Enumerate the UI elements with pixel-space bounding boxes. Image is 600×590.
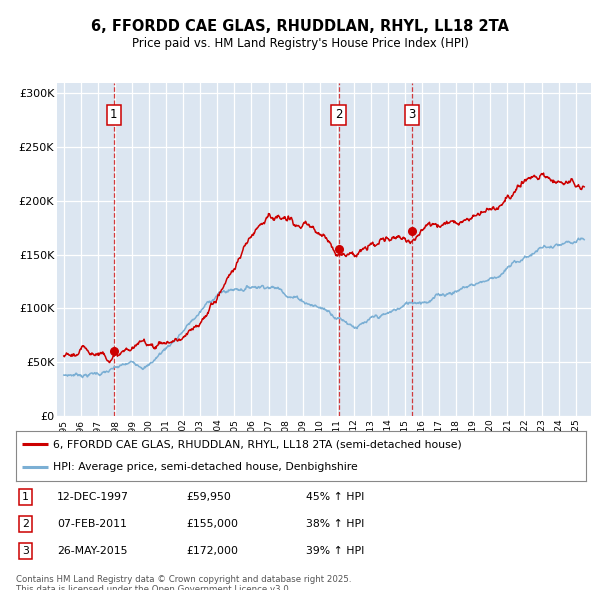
Text: 07-FEB-2011: 07-FEB-2011	[57, 519, 127, 529]
Text: Contains HM Land Registry data © Crown copyright and database right 2025.
This d: Contains HM Land Registry data © Crown c…	[16, 575, 352, 590]
Text: 6, FFORDD CAE GLAS, RHUDDLAN, RHYL, LL18 2TA (semi-detached house): 6, FFORDD CAE GLAS, RHUDDLAN, RHYL, LL18…	[53, 439, 462, 449]
Text: 3: 3	[22, 546, 29, 556]
Text: 1: 1	[22, 492, 29, 502]
Text: 2: 2	[22, 519, 29, 529]
Text: 39% ↑ HPI: 39% ↑ HPI	[306, 546, 364, 556]
Text: 6, FFORDD CAE GLAS, RHUDDLAN, RHYL, LL18 2TA: 6, FFORDD CAE GLAS, RHUDDLAN, RHYL, LL18…	[91, 19, 509, 34]
Text: HPI: Average price, semi-detached house, Denbighshire: HPI: Average price, semi-detached house,…	[53, 463, 358, 473]
Text: £155,000: £155,000	[186, 519, 238, 529]
Text: 45% ↑ HPI: 45% ↑ HPI	[306, 492, 364, 502]
Text: 3: 3	[409, 109, 416, 122]
Text: 2: 2	[335, 109, 342, 122]
Text: Price paid vs. HM Land Registry's House Price Index (HPI): Price paid vs. HM Land Registry's House …	[131, 37, 469, 50]
Text: 38% ↑ HPI: 38% ↑ HPI	[306, 519, 364, 529]
Text: £59,950: £59,950	[186, 492, 231, 502]
Text: 12-DEC-1997: 12-DEC-1997	[57, 492, 129, 502]
Text: 26-MAY-2015: 26-MAY-2015	[57, 546, 128, 556]
Text: £172,000: £172,000	[186, 546, 238, 556]
Text: 1: 1	[110, 109, 118, 122]
